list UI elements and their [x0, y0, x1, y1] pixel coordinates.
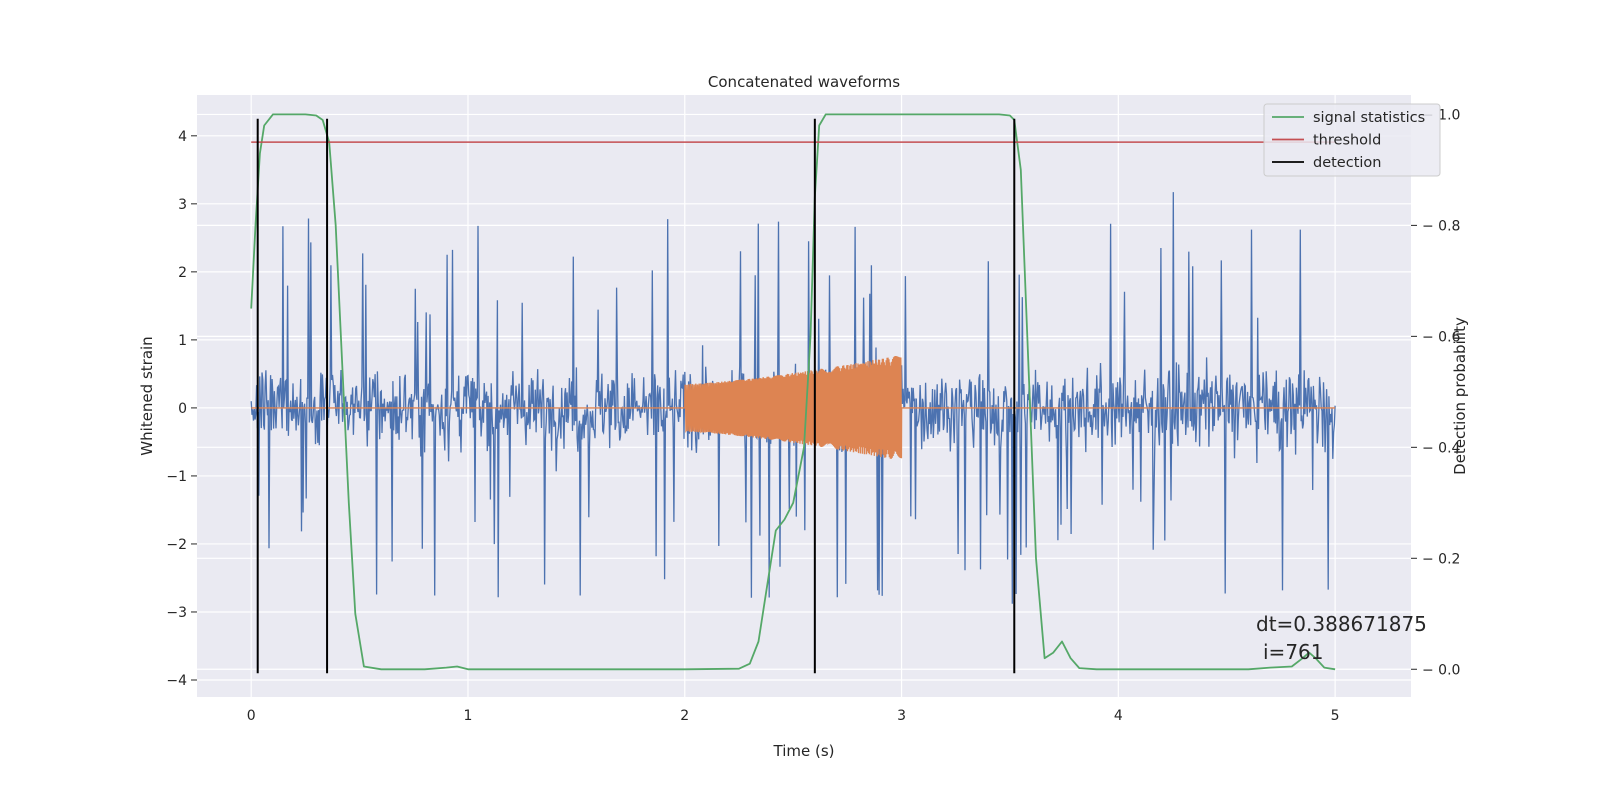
chart-title: Concatenated waveforms [708, 73, 900, 91]
template-line [251, 355, 1336, 459]
x-axis-label: Time (s) [773, 742, 835, 760]
x-tick-label: 1 [464, 708, 473, 724]
legend-label-threshold: threshold [1313, 133, 1381, 149]
y-tick-label: 3 [178, 197, 187, 213]
y2-tick-label: − 0.2 [1422, 551, 1460, 567]
annotation-i: i=761 [1263, 640, 1324, 664]
legend: signal statistics threshold detection [1263, 103, 1441, 177]
y2-tick-label: − 0.4 [1422, 440, 1461, 456]
x-tick-label: 3 [897, 708, 906, 724]
template-series [251, 355, 1336, 459]
y-tick-label: 4 [178, 129, 187, 145]
legend-box [1263, 103, 1441, 177]
y-tick-label: −1 [166, 469, 187, 485]
y-tick-label: 1 [178, 333, 187, 349]
y-tick-label: 2 [178, 265, 187, 281]
y-tick-label: −4 [166, 673, 187, 689]
detection-series [256, 118, 1016, 674]
y2-tick-label: − 0.6 [1422, 329, 1461, 345]
x-tick-label: 0 [247, 708, 256, 724]
y2-tick-label: − 0.0 [1422, 662, 1460, 678]
annotation-dt: dt=0.388671875 [1256, 612, 1427, 636]
y-tick-label: 0 [178, 401, 187, 417]
legend-label-detection: detection [1313, 155, 1381, 171]
y-tick-label: −3 [166, 605, 187, 621]
y2-axis-label: Detection probability [1451, 317, 1469, 475]
y2-tick-label: − 0.8 [1422, 218, 1460, 234]
y-tick-label: −2 [166, 537, 187, 553]
x-tick-label: 5 [1331, 708, 1340, 724]
x-tick-label: 2 [680, 708, 689, 724]
x-tick-label: 4 [1114, 708, 1123, 724]
y-axis-label: Whitened strain [138, 336, 156, 455]
ticks: 0 1 2 3 4 5 −4 −3 −2 −1 0 1 2 3 4 − 0.0 − 0.2 − 0.4 − 0.6 −… [166, 107, 1460, 724]
legend-label-signal-statistics: signal statistics [1313, 110, 1425, 126]
